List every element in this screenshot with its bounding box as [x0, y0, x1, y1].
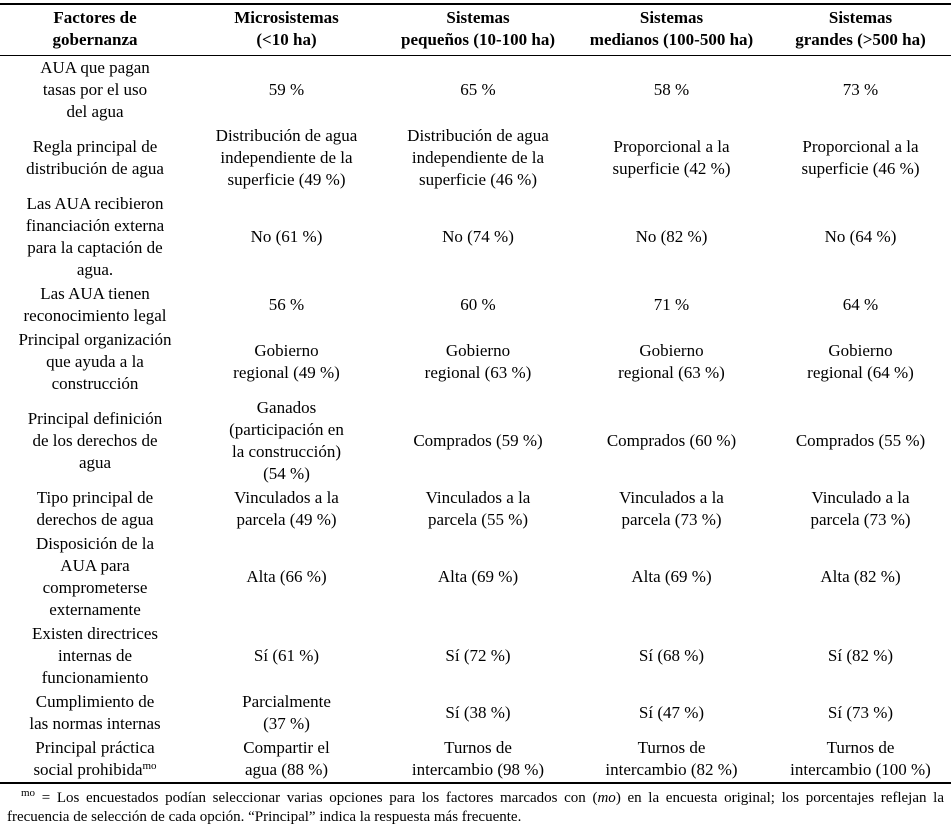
value-cell: Sí (61 %) — [253, 646, 320, 665]
factor-cell: Principal organización que ayuda a la co… — [18, 330, 172, 393]
value-cell: No (61 %) — [250, 227, 323, 246]
factor-cell: Principal práctica social prohibidamo — [0, 736, 190, 783]
table-row: AUA que pagan tasas por el uso del agua … — [0, 56, 951, 125]
header-row: Factores de gobernanza Microsistemas (<1… — [0, 4, 951, 56]
column-header-microsistemas: Microsistemas (<10 ha) — [190, 4, 383, 56]
value-cell: Alta (69 %) — [437, 567, 519, 586]
value-cell: No (74 %) — [442, 227, 514, 246]
value-cell: Distribución de agua independiente de la… — [407, 126, 549, 189]
value-cell: Comprados (60 %) — [606, 431, 737, 450]
value-cell: Sí (72 %) — [445, 646, 511, 665]
value-cell: Sí (47 %) — [638, 703, 705, 722]
factor-cell: Las AUA tienen reconocimiento legal — [23, 284, 167, 325]
value-cell: Proporcional a la superficie (42 %) — [612, 137, 731, 178]
column-header-sistemas-grandes: Sistemas grandes (>500 ha) — [770, 4, 951, 56]
value-cell: Sí (82 %) — [827, 646, 894, 665]
factor-cell: AUA que pagan tasas por el uso del agua — [40, 58, 150, 121]
footnote-text-post: ) en la encuesta original; los porcentaj… — [7, 790, 944, 825]
governance-factors-table: Factores de gobernanza Microsistemas (<1… — [0, 3, 951, 784]
value-cell: Turnos de intercambio (100 %) — [790, 738, 931, 779]
value-cell: Vinculado a la parcela (73 %) — [810, 488, 911, 529]
factor-cell: Tipo principal de derechos de agua — [36, 488, 154, 529]
value-cell: Gobierno regional (63 %) — [424, 341, 532, 382]
column-header-factores: Factores de gobernanza — [0, 4, 190, 56]
footnote-marker: mo — [21, 787, 36, 799]
table-row: Principal definición de los derechos de … — [0, 396, 951, 486]
value-cell: 59 % — [268, 80, 305, 99]
footnote-text-pre: = Los encuestados podían seleccionar var… — [35, 790, 598, 806]
value-cell: Vinculados a la parcela (49 %) — [234, 488, 339, 529]
value-cell: Gobierno regional (49 %) — [233, 341, 340, 382]
value-cell: Sí (68 %) — [638, 646, 705, 665]
column-header-sistemas-medianos: Sistemas medianos (100-500 ha) — [573, 4, 770, 56]
value-cell: Comprados (59 %) — [413, 431, 543, 450]
value-cell: No (64 %) — [824, 227, 897, 246]
value-cell: Distribución de agua independiente de la… — [215, 126, 358, 189]
table-body: AUA que pagan tasas por el uso del agua … — [0, 56, 951, 784]
value-cell: Parcialmente (37 %) — [242, 692, 331, 733]
column-header-sistemas-pequenos: Sistemas pequeños (10-100 ha) — [383, 4, 573, 56]
table-row: Las AUA recibieron financiación externa … — [0, 192, 951, 282]
table-row: Tipo principal de derechos de agua Vincu… — [0, 486, 951, 532]
table-row: Principal organización que ayuda a la co… — [0, 328, 951, 396]
table-footnote: mo = Los encuestados podían seleccionar … — [0, 787, 951, 827]
value-cell: Compartir el agua (88 %) — [243, 738, 330, 779]
value-cell: Alta (66 %) — [246, 567, 327, 586]
factor-cell: Disposición de la AUA para comprometerse… — [35, 534, 155, 619]
factor-cell: Cumplimiento de las normas internas — [29, 692, 161, 733]
value-cell: Turnos de intercambio (98 %) — [411, 738, 545, 779]
factor-cell: Regla principal de distribución de agua — [26, 137, 164, 178]
footnote-term-italic: mo — [597, 790, 616, 806]
table-header: Factores de gobernanza Microsistemas (<1… — [0, 4, 951, 56]
table-row: Principal práctica social prohibidamo Co… — [0, 736, 951, 783]
factor-cell: Principal definición de los derechos de … — [27, 409, 163, 472]
multi-option-marker: mo — [142, 760, 157, 772]
table-row: Disposición de la AUA para comprometerse… — [0, 532, 951, 622]
value-cell: Sí (38 %) — [445, 703, 511, 722]
value-cell: Vinculados a la parcela (73 %) — [619, 488, 724, 529]
value-cell: 64 % — [842, 295, 879, 314]
value-cell: 60 % — [460, 295, 496, 314]
value-cell: 65 % — [460, 80, 496, 99]
value-cell: Alta (82 %) — [820, 567, 901, 586]
value-cell: Gobierno regional (63 %) — [618, 341, 725, 382]
value-cell: 73 % — [842, 80, 879, 99]
table-row: Las AUA tienen reconocimiento legal 56 %… — [0, 282, 951, 328]
table-row: Existen directrices internas de funciona… — [0, 622, 951, 690]
value-cell: 56 % — [268, 295, 305, 314]
value-cell: Turnos de intercambio (82 %) — [605, 738, 738, 779]
value-cell: No (82 %) — [635, 227, 708, 246]
value-cell: Vinculados a la parcela (55 %) — [425, 488, 531, 529]
value-cell: Alta (69 %) — [631, 567, 712, 586]
table-row: Cumplimiento de las normas internas Parc… — [0, 690, 951, 736]
table-row: Regla principal de distribución de agua … — [0, 124, 951, 192]
value-cell: Proporcional a la superficie (46 %) — [801, 137, 920, 178]
factor-cell: Las AUA recibieron financiación externa … — [25, 194, 165, 279]
value-cell: Gobierno regional (64 %) — [807, 341, 914, 382]
value-cell: 58 % — [653, 80, 690, 99]
value-cell: 71 % — [653, 295, 690, 314]
value-cell: Sí (73 %) — [827, 703, 894, 722]
factor-cell: Existen directrices internas de funciona… — [31, 624, 159, 687]
value-cell: Comprados (55 %) — [795, 431, 926, 450]
value-cell: Ganados (participación en la construcció… — [229, 398, 344, 483]
factor-label: Principal práctica social prohibida — [33, 738, 155, 779]
